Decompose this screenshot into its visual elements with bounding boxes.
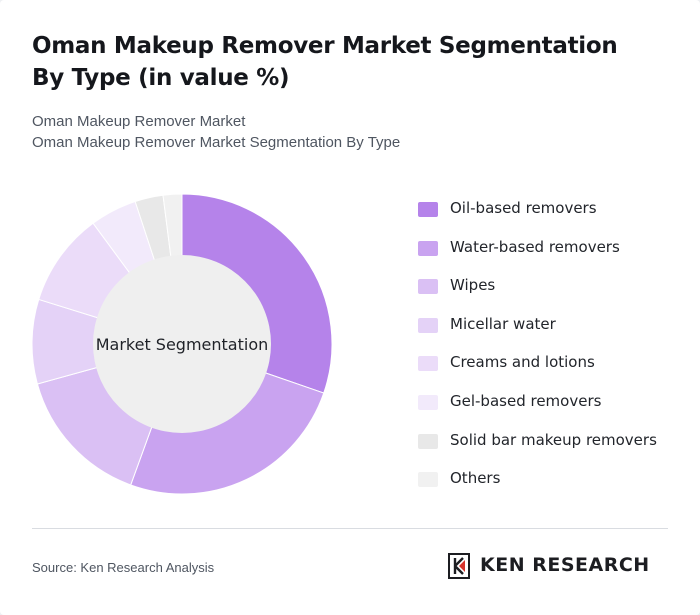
donut-hole xyxy=(93,255,271,433)
legend-item: Others xyxy=(418,468,678,488)
legend-swatch xyxy=(418,279,438,295)
legend-swatch xyxy=(418,356,438,372)
legend-label: Gel-based removers xyxy=(450,392,602,410)
legend-label: Water-based removers xyxy=(450,237,620,256)
ken-research-brand: KEN RESEARCH xyxy=(448,553,673,579)
donut-center-label: Market Segmentation xyxy=(96,335,269,354)
legend-item: Water-based removers xyxy=(418,237,678,257)
legend-label: Others xyxy=(450,469,501,488)
legend-item: Creams and lotions xyxy=(418,352,678,372)
legend-item: Wipes xyxy=(418,275,678,295)
donut-chart: Market Segmentation xyxy=(31,193,333,495)
footer-divider xyxy=(32,528,668,529)
legend-swatch xyxy=(418,202,438,217)
legend-swatch xyxy=(418,395,438,410)
chart-subtitle-segmentation: Oman Makeup Remover Market Segmentation … xyxy=(32,134,401,151)
ken-research-logo-icon xyxy=(448,553,470,579)
source-note: Source: Ken Research Analysis xyxy=(32,560,215,575)
legend-swatch xyxy=(418,240,438,256)
chart-subtitle-market: Oman Makeup Remover Market xyxy=(32,113,246,130)
legend-item: Solid bar makeup removers xyxy=(418,430,678,450)
legend-label: Solid bar makeup removers xyxy=(450,430,657,449)
chart-title: Oman Makeup Remover Market Segmentation … xyxy=(32,33,618,91)
legend-swatch xyxy=(418,317,438,333)
legend-swatch xyxy=(418,433,438,449)
legend-label: Wipes xyxy=(450,276,496,295)
legend-label: Micellar water xyxy=(450,314,556,333)
legend-label: Creams and lotions xyxy=(450,353,595,372)
legend-swatch xyxy=(418,472,438,488)
brand-name: KEN RESEARCH xyxy=(480,554,650,576)
legend-item: Gel-based removers xyxy=(418,391,678,411)
legend-label: Oil-based removers xyxy=(450,199,597,217)
legend-item: Micellar water xyxy=(418,314,678,334)
legend-item: Oil-based removers xyxy=(418,198,678,218)
